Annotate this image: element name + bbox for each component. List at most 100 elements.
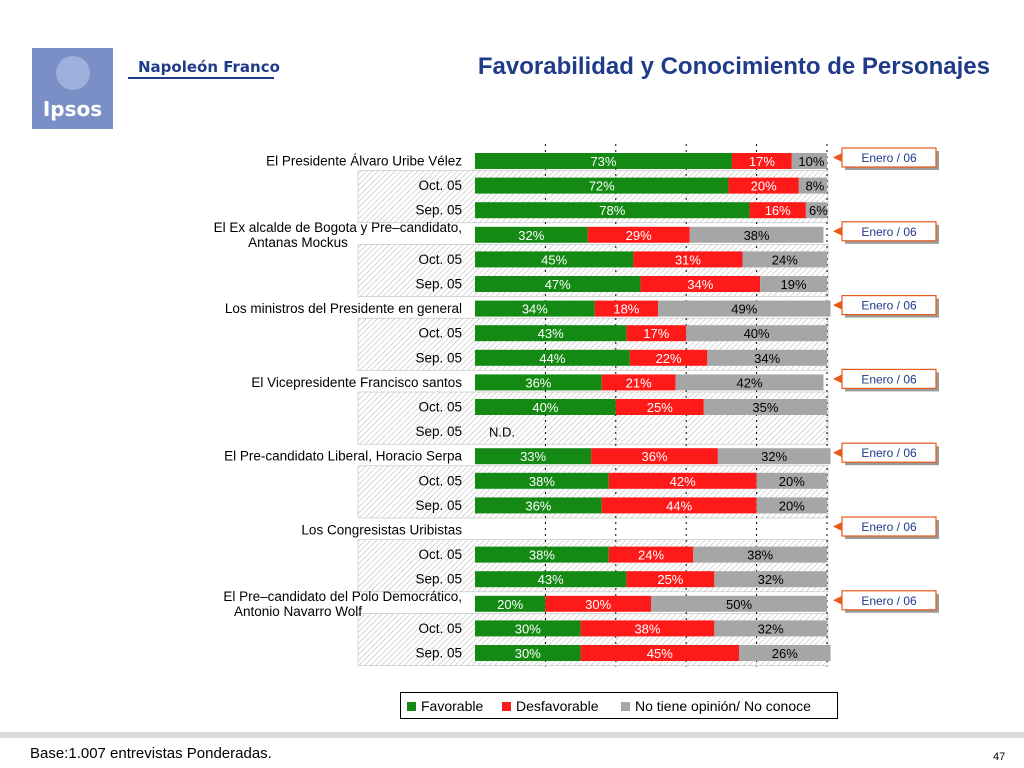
badge-pointer xyxy=(833,374,842,384)
legend-favorable-label: Favorable xyxy=(421,698,484,714)
data-label: 38% xyxy=(529,474,555,489)
badge-pointer xyxy=(833,153,842,162)
data-label: 40% xyxy=(744,326,770,341)
group-label: Los Congresistas Uribistas xyxy=(301,523,462,538)
data-label: 38% xyxy=(529,548,555,563)
data-label: 26% xyxy=(772,646,798,661)
bar-segment xyxy=(475,448,592,465)
data-label: 42% xyxy=(737,375,763,390)
bar-segment xyxy=(475,546,609,563)
company-name: Napoleón Franco xyxy=(138,58,280,76)
data-label: 35% xyxy=(752,400,778,415)
bar-segment xyxy=(728,177,799,194)
badge-pointer xyxy=(833,522,842,531)
data-label: 10% xyxy=(798,154,824,169)
group-label: El Pre-candidato Liberal, Horacio Serpa xyxy=(224,449,462,464)
bar-segment xyxy=(591,448,718,465)
data-label: 36% xyxy=(525,375,551,390)
data-label: 34% xyxy=(522,302,548,317)
logo-text: Ipsos xyxy=(42,97,103,121)
data-label: 50% xyxy=(726,597,752,612)
period-label: Sep. 05 xyxy=(415,277,462,292)
bar-segment xyxy=(475,276,641,292)
data-label: 24% xyxy=(638,548,664,563)
bar-segment xyxy=(475,472,609,489)
badge-label: Enero / 06 xyxy=(861,446,917,460)
bar-segment xyxy=(731,153,792,169)
data-label: 38% xyxy=(747,548,773,563)
badge-pointer xyxy=(833,448,842,458)
data-label: 38% xyxy=(634,621,660,636)
bar-segment xyxy=(633,251,743,268)
badge-label: Enero / 06 xyxy=(861,151,917,165)
data-label: 44% xyxy=(666,498,692,513)
bar-segment xyxy=(798,177,827,194)
data-label: 20% xyxy=(751,179,777,194)
data-label: 32% xyxy=(761,449,787,464)
bar-segment xyxy=(475,645,581,661)
period-label: Oct. 05 xyxy=(418,400,462,415)
bar-segment xyxy=(629,349,708,366)
data-label: 72% xyxy=(589,179,615,194)
data-label: 43% xyxy=(538,326,564,341)
period-label: Oct. 05 xyxy=(418,473,462,488)
sample-base-note: Base:1.007 entrevistas Ponderadas. xyxy=(30,745,272,762)
data-label: 21% xyxy=(626,375,652,390)
data-label: 36% xyxy=(642,449,668,464)
bar-segment xyxy=(608,472,757,489)
bar-segment xyxy=(651,595,827,612)
data-label: 8% xyxy=(806,179,825,194)
bar-segment xyxy=(475,177,729,194)
group-label: El Ex alcalde de Bogota y Pre–candidato, xyxy=(214,220,462,235)
bar-segment xyxy=(760,276,827,292)
badge-label: Enero / 06 xyxy=(861,225,917,239)
data-label: 45% xyxy=(647,646,673,661)
bar-segment xyxy=(742,251,827,268)
bar-segment xyxy=(594,300,659,317)
legend-no-opinion-label: No tiene opinión/ No conoce xyxy=(635,698,811,714)
group-label: Los ministros del Presidente en general xyxy=(225,301,462,316)
badge-label: Enero / 06 xyxy=(861,594,917,608)
badge-pointer xyxy=(833,595,842,605)
group-label: El Pre–candidato del Polo Democrático, xyxy=(223,589,462,604)
bar-segment xyxy=(703,399,827,415)
bar-segment xyxy=(693,546,827,563)
data-label: 17% xyxy=(749,154,775,169)
data-label: 44% xyxy=(539,351,565,366)
legend-item-no-opinion: No tiene opinión/ No conoce xyxy=(621,698,811,714)
period-label: Oct. 05 xyxy=(418,178,462,193)
tree-icon xyxy=(56,56,90,90)
bar-segment xyxy=(805,202,827,219)
period-label: Sep. 05 xyxy=(415,498,462,513)
bar-segment xyxy=(749,202,806,219)
period-label: Oct. 05 xyxy=(418,547,462,562)
data-label: 73% xyxy=(590,154,616,169)
bar-segment xyxy=(475,497,602,514)
bar-segment xyxy=(580,620,715,637)
bar-segment xyxy=(640,276,761,292)
group-label-cont: Antonio Navarro Wolf xyxy=(234,604,362,619)
stacked-bar-chart: El Presidente Álvaro Uribe Vélez 73% 17% 10… xyxy=(214,144,939,667)
data-label: 43% xyxy=(538,572,564,587)
group-label: El Presidente Álvaro Uribe Vélez xyxy=(266,154,462,169)
period-label: Oct. 05 xyxy=(418,621,462,636)
period-label: Oct. 05 xyxy=(418,326,462,341)
period-label: Sep. 05 xyxy=(415,424,462,439)
period-label: Sep. 05 xyxy=(415,350,462,365)
bar-segment xyxy=(475,300,595,317)
data-label: 16% xyxy=(765,203,791,218)
bar-segment xyxy=(475,153,732,169)
data-label: 25% xyxy=(657,572,683,587)
bar-segment xyxy=(475,226,588,243)
data-label: 38% xyxy=(744,228,770,243)
data-label: 30% xyxy=(585,597,611,612)
bar-segment xyxy=(580,645,739,661)
data-label: 32% xyxy=(518,228,544,243)
bar-segment xyxy=(475,571,627,588)
company-underline xyxy=(128,77,274,79)
page-number: 47 xyxy=(993,751,1006,763)
badge-label: Enero / 06 xyxy=(861,299,917,313)
bar-segment xyxy=(475,325,627,342)
badge-label: Enero / 06 xyxy=(861,520,917,534)
bar-segment xyxy=(475,374,602,391)
